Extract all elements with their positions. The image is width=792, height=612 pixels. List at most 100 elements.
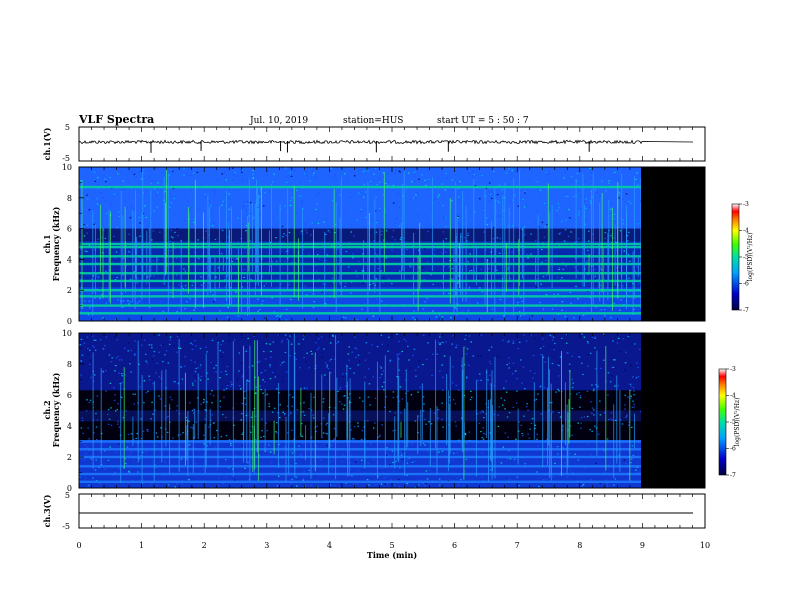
spectrogram-pixel	[188, 444, 191, 446]
spectrogram-pixel	[467, 232, 469, 234]
spectrogram-pixel	[191, 427, 194, 429]
spectrogram-pixel	[464, 470, 466, 472]
spectrogram-pixel	[216, 469, 219, 471]
spectrogram-pixel	[439, 333, 442, 335]
spectrogram-pixel	[156, 167, 158, 169]
spectrogram-pixel	[88, 300, 91, 302]
x-tick-label: 10	[700, 541, 710, 550]
spectrogram-pixel	[97, 177, 99, 179]
spectrogram-pixel	[95, 412, 97, 415]
spectrogram-pixel	[370, 180, 372, 182]
spectrogram-pixel	[414, 181, 417, 183]
spectrogram-pixel	[508, 340, 510, 342]
spectrogram-pixel	[437, 417, 439, 419]
spectrogram-pixel	[503, 399, 506, 401]
spectrogram-pixel	[456, 477, 459, 479]
spectrogram-pixel	[574, 319, 576, 321]
spectrogram-pixel	[604, 232, 607, 234]
spectrogram-pixel	[390, 479, 392, 481]
spectrogram-pixel	[127, 300, 129, 302]
spectrogram-pixel	[331, 277, 334, 279]
spectrogram-pixel	[465, 458, 468, 461]
spectrogram-pixel	[544, 226, 546, 228]
spectrogram-pixel	[503, 315, 505, 317]
spectrogram-pixel	[285, 234, 288, 237]
spectrogram-pixel	[635, 398, 637, 400]
spectrogram-pixel	[452, 335, 454, 337]
spectrogram-pixel	[500, 397, 503, 399]
spectrogram-pixel	[131, 413, 133, 415]
spectrogram-pixel	[581, 485, 584, 487]
spectrogram-pixel	[83, 342, 86, 344]
spectrogram-pixel	[96, 241, 98, 243]
spectrogram-pixel	[192, 384, 194, 386]
spectrogram-pixel	[117, 403, 119, 405]
spectrogram-pixel	[561, 301, 564, 303]
spectrogram-pixel	[203, 439, 206, 441]
spectrogram-pixel	[306, 232, 308, 234]
spectrogram-pixel	[530, 233, 532, 235]
x-tick-label: 5	[389, 541, 394, 550]
spectrogram-pixel	[216, 429, 218, 432]
spectrogram-pixel	[339, 178, 342, 180]
spectrogram-pixel	[96, 198, 98, 200]
spectrogram-pixel	[252, 177, 255, 179]
spectrogram-pixel	[263, 285, 265, 287]
spectrogram-pixel	[466, 194, 468, 197]
spectrogram-pixel	[257, 206, 259, 208]
spectrogram-pixel	[498, 184, 500, 186]
spectrogram-pixel	[586, 311, 588, 313]
spectrogram-pixel	[145, 450, 148, 452]
spectrogram-pixel	[455, 167, 458, 169]
spectrogram-pixel	[556, 221, 559, 223]
spectrogram-pixel	[278, 475, 280, 477]
spectrogram-pixel	[345, 177, 347, 179]
spectrogram-pixel	[420, 254, 422, 256]
spectrogram-pixel	[586, 259, 588, 262]
spectrogram-pixel	[210, 419, 212, 421]
spectrogram-pixel	[368, 352, 371, 354]
spectrogram-pixel	[252, 217, 255, 219]
spectrogram-pixel	[285, 319, 287, 321]
spectrogram-pixel	[330, 358, 332, 360]
spectrogram-pixel	[595, 462, 597, 464]
colorbar-tick-label: -7	[743, 307, 749, 314]
spectrogram-pixel	[437, 202, 440, 204]
spectrogram-pixel	[387, 278, 390, 280]
spectrogram-pixel	[492, 237, 495, 240]
spectrogram-pixel	[582, 373, 584, 376]
spectrogram-pixel	[590, 171, 593, 173]
spectrogram-pixel	[145, 360, 147, 362]
spectrogram-pixel	[84, 477, 87, 479]
spectrogram-pixel	[368, 484, 370, 486]
spectrogram-pixel	[383, 194, 385, 196]
spectrogram-pixel	[405, 369, 407, 371]
spectrogram-pixel	[542, 338, 544, 340]
spectrogram-pixel	[120, 317, 122, 319]
spectrogram-band	[79, 455, 641, 459]
spectrogram-pixel	[580, 208, 583, 210]
spectrogram-pixel	[347, 397, 349, 399]
spectrogram-pixel	[281, 339, 284, 342]
spectrogram-pixel	[195, 345, 197, 347]
spectrogram-pixel	[205, 346, 207, 348]
spectrogram-pixel	[191, 348, 194, 350]
spectrogram-pixel	[382, 172, 385, 174]
ch3-ytick-bottom: -5	[62, 522, 70, 531]
spectrogram-pixel	[407, 390, 409, 392]
spectrogram-pixel	[441, 316, 444, 318]
spectrogram-pixel	[510, 200, 512, 202]
spectrogram-pixel	[389, 410, 391, 413]
spectrogram-pixel	[203, 282, 206, 284]
spectrogram-pixel	[377, 257, 380, 259]
spectrogram-pixel	[378, 181, 381, 183]
spectrogram-pixel	[443, 355, 446, 357]
spectrogram-pixel	[414, 420, 417, 422]
spectrogram-pixel	[194, 340, 196, 342]
spectrogram-pixel	[485, 403, 487, 405]
spectrogram-pixel	[246, 462, 248, 464]
spectrogram-pixel	[613, 484, 615, 486]
spectrogram-pixel	[629, 260, 631, 262]
spectrogram-pixel	[488, 349, 490, 351]
spectrogram-pixel	[576, 393, 578, 395]
